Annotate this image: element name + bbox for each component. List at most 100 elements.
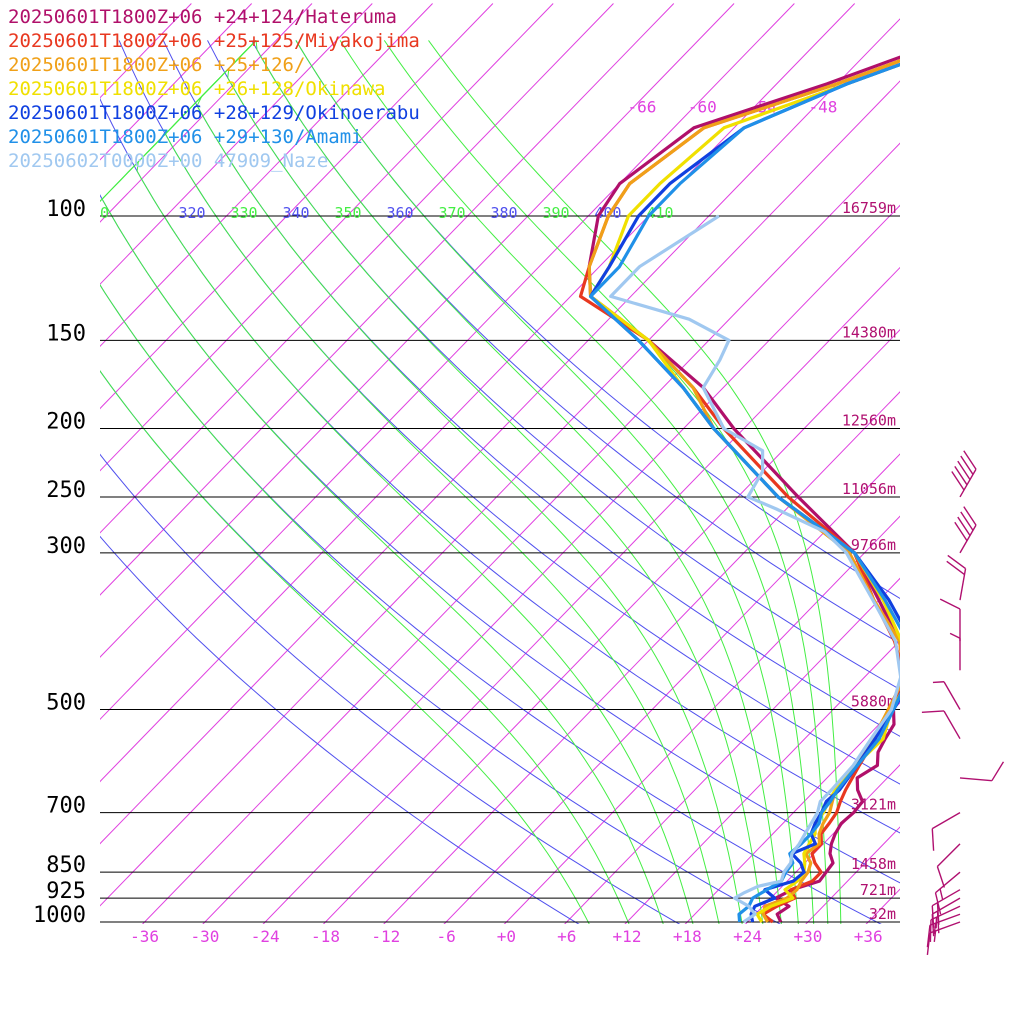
pressure-label: 300 — [46, 534, 86, 559]
temperature-tick-label: +30 — [793, 927, 822, 946]
theta-line — [208, 40, 1024, 937]
series-line — [591, 0, 1024, 922]
wind-barb-shaft — [960, 525, 976, 553]
height-label: 16759m — [842, 199, 896, 217]
theta-label: 330 — [230, 204, 257, 222]
height-label: 3121m — [851, 796, 896, 814]
series-line — [581, 0, 1024, 922]
temperature-tick-label: +0 — [497, 927, 516, 946]
wind-barb-flag — [932, 829, 933, 851]
theta-e-line — [38, 40, 596, 937]
temperature-tick-label: -18 — [311, 927, 340, 946]
isotherm-line — [793, 3, 1024, 936]
wind-barb-flag — [958, 517, 970, 535]
legend-entry: 20250601T1800Z+06 +28+129/Okinoerabu — [8, 101, 420, 125]
pressure-label: 925 — [46, 879, 86, 904]
theta-line — [0, 40, 702, 937]
wind-barb-flag — [958, 461, 970, 479]
theta-label: 350 — [334, 204, 361, 222]
height-label: 14380m — [842, 323, 896, 341]
theta-e-line — [137, 40, 696, 937]
legend-entry: 20250601T1800Z+06 +25+126/ — [8, 53, 420, 77]
pressure-label: 850 — [46, 853, 86, 878]
isotherm-label: -48 — [808, 98, 837, 117]
temperature-tick-label: +36 — [854, 927, 883, 946]
wind-barb-half-flag — [933, 682, 944, 683]
theta-e-line — [256, 40, 783, 937]
series-line — [591, 0, 1024, 922]
pressure-label: 200 — [46, 410, 86, 435]
wind-barb — [950, 633, 960, 670]
legend-entry: 20250601T1800Z+06 +24+124/Hateruma — [8, 5, 420, 29]
height-label: 32m — [869, 905, 896, 923]
wind-barb-flag — [940, 599, 960, 609]
height-label: 9766m — [851, 536, 896, 554]
wind-barb — [933, 682, 960, 710]
wind-barb-shaft — [960, 469, 976, 497]
pressure-label: 250 — [46, 478, 86, 503]
wind-barb — [952, 451, 976, 497]
legend-entry: 20250602T0000Z+00 47909_Naze — [8, 149, 420, 173]
temperature-tick-label: -30 — [190, 927, 219, 946]
wind-barb-shaft — [944, 682, 960, 710]
wind-barb-half-flag — [950, 633, 960, 638]
legend-entry: 20250601T1800Z+06 +25+125/Miyakojima — [8, 29, 420, 53]
wind-barb — [932, 813, 960, 851]
legend-entry: 20250601T1800Z+06 +29+130/Amami — [8, 125, 420, 149]
wind-barb — [927, 922, 960, 955]
theta-label: 390 — [542, 204, 569, 222]
theta-label: 360 — [386, 204, 413, 222]
wind-barb-flag — [922, 711, 944, 712]
temperature-tick-label: +6 — [557, 927, 576, 946]
wind-barb-half-flag — [940, 889, 943, 900]
pressure-label: 500 — [46, 690, 86, 715]
theta-e-line — [71, 40, 634, 937]
wind-barb-flag — [961, 456, 973, 474]
height-label: 1458m — [851, 855, 896, 873]
theta-label: 320 — [178, 204, 205, 222]
wind-barb-flag — [952, 472, 964, 490]
isotherm-label: -60 — [688, 98, 717, 117]
series-line — [611, 216, 901, 922]
wind-barb-flag — [947, 561, 965, 574]
theta-line — [296, 40, 1024, 937]
wind-barb-shaft — [960, 778, 992, 781]
temperature-tick-label: +18 — [673, 927, 702, 946]
isotherm-line — [371, 3, 1024, 936]
wind-barb-shaft — [932, 813, 960, 829]
wind-barb — [955, 507, 976, 553]
wind-barb — [947, 555, 966, 600]
height-label: 721m — [860, 881, 896, 899]
wind-barb-flag — [955, 522, 967, 540]
isotherm-line — [552, 3, 1024, 936]
wind-barb-flag — [961, 512, 973, 530]
theta-line — [0, 40, 600, 937]
pressure-label: 150 — [46, 321, 86, 346]
theta-e-line — [166, 40, 722, 937]
wind-barb-shaft — [932, 898, 960, 914]
wind-barb-shaft — [937, 844, 960, 867]
isotherm-line — [914, 3, 1024, 936]
theta-e-line — [384, 40, 828, 937]
wind-barb-flag — [992, 762, 1004, 781]
wind-barb-flag — [948, 555, 966, 568]
wind-barb-shaft — [944, 711, 960, 739]
wind-barb-flag — [955, 466, 967, 484]
wind-barb-flag — [937, 866, 944, 887]
temperature-tick-label: -6 — [436, 927, 455, 946]
temperature-tick-label: -36 — [130, 927, 159, 946]
isotherm-line — [492, 3, 1024, 936]
wind-barb — [922, 711, 960, 739]
pressure-label: 1000 — [33, 903, 86, 928]
wind-barb-shaft — [935, 872, 960, 893]
isotherm-label: -66 — [628, 98, 657, 117]
height-label: 12560m — [842, 412, 896, 430]
theta-label: 380 — [490, 204, 517, 222]
theta-line — [252, 40, 1024, 937]
theta-e-line — [197, 40, 744, 937]
theta-label: 340 — [282, 204, 309, 222]
wind-barb — [960, 762, 1003, 781]
series-line — [591, 0, 1024, 922]
temperature-tick-label: -24 — [251, 927, 280, 946]
